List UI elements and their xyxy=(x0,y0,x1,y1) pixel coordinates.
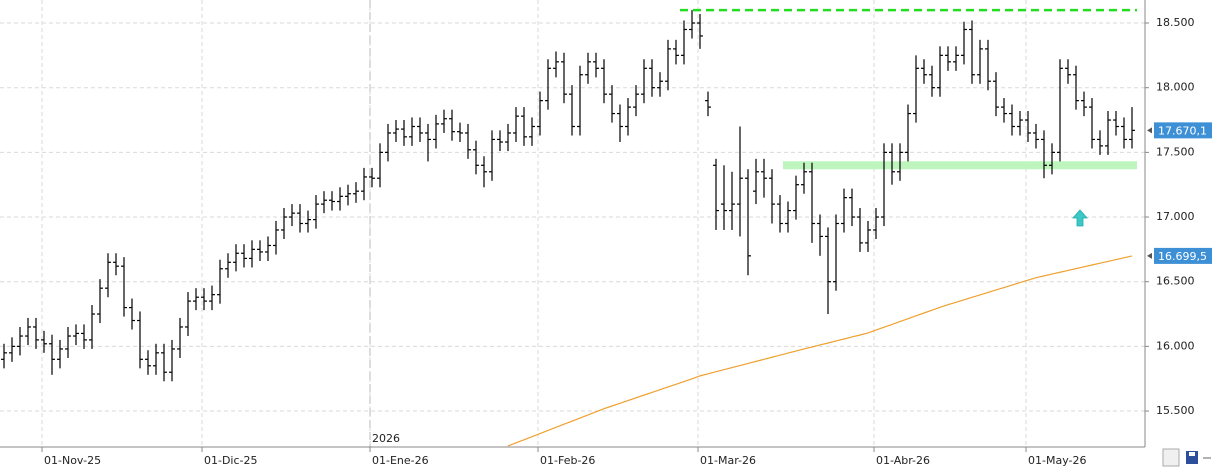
y-tick-label: 17.000 xyxy=(1156,210,1195,223)
y-tick-label: 18.500 xyxy=(1156,16,1195,29)
x-tick-label: 01-Abr-26 xyxy=(876,454,930,467)
price-label: 17.670,1 xyxy=(1158,124,1207,137)
year-label: 2026 xyxy=(372,432,400,445)
moving-average xyxy=(507,255,1133,447)
toolbar xyxy=(1162,448,1211,467)
save-icon-detail xyxy=(1189,452,1195,456)
price-box xyxy=(1154,247,1212,264)
y-tick-label: 15.500 xyxy=(1156,404,1195,417)
up-arrow-icon xyxy=(1072,209,1088,227)
y-tick-label: 16.500 xyxy=(1156,275,1195,288)
x-tick-label: 01-Nov-25 xyxy=(44,454,101,467)
y-tick-label: 17.500 xyxy=(1156,145,1195,158)
price-label: 16.699,5 xyxy=(1158,250,1207,263)
toolbar-button[interactable] xyxy=(1162,448,1180,467)
axes: 15.500 16.000 16.500 17.000 17.500 18.000 18.5… xyxy=(41,16,1212,467)
x-tick-label: 01-May-26 xyxy=(1028,454,1086,467)
y-tick-label: 16.000 xyxy=(1156,339,1195,352)
y-tick-label: 18.000 xyxy=(1156,81,1195,94)
x-tick-label: 01-Feb-26 xyxy=(540,454,595,467)
price-pointer xyxy=(1147,252,1152,259)
price-box xyxy=(1154,122,1212,139)
x-tick-label: 01-Ene-26 xyxy=(372,454,429,467)
x-tick-label: 01-Dic-25 xyxy=(204,454,258,467)
price-pointer xyxy=(1147,127,1152,134)
arrow xyxy=(1072,209,1088,227)
x-tick-label: 01-Mar-26 xyxy=(700,454,756,467)
grid xyxy=(0,0,1145,447)
marks xyxy=(1,8,1137,447)
